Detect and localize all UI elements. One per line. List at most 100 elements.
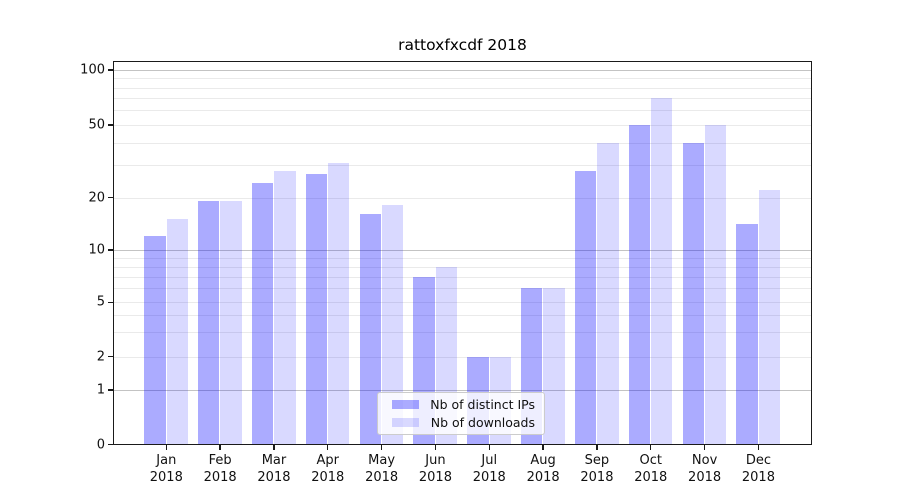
x-tick-label-line: 2018: [526, 470, 560, 485]
x-tick-label-line: 2018: [472, 470, 506, 485]
x-tick-label-mar: Mar 2018: [242, 452, 306, 486]
x-tick-label-line: 2018: [311, 470, 345, 485]
bar-sep-nb-of-distinct-ips: [574, 170, 597, 445]
x-tick-label-line: 2018: [580, 470, 614, 485]
x-tick-label-line: 2018: [203, 470, 237, 485]
y-tick-label-50: 50: [88, 117, 105, 133]
gridline-y-40: [114, 142, 811, 144]
bar-feb-nb-of-downloads: [220, 201, 242, 445]
y-tick-2: [108, 356, 113, 358]
x-tick-apr: [327, 444, 329, 450]
x-tick-oct: [650, 444, 652, 450]
y-tick-label-20: 20: [88, 190, 105, 206]
gridline-y-100: [114, 69, 811, 71]
x-tick-label-line: Jan: [156, 453, 177, 468]
x-tick-label-line: 2018: [257, 470, 291, 485]
y-tick-50: [108, 124, 113, 126]
gridline-y-7: [114, 276, 811, 278]
legend-entry-distinct-ips: Nb of distinct IPs: [387, 397, 535, 412]
x-tick-label-dec: Dec 2018: [726, 452, 790, 486]
x-tick-may: [380, 444, 383, 450]
bar-may-nb-of-distinct-ips: [359, 214, 381, 445]
x-tick-label-may: May 2018: [350, 452, 414, 486]
bar-mar-nb-of-distinct-ips: [251, 183, 274, 445]
x-tick-sep: [596, 444, 598, 450]
legend-swatch-distinct-ips-icon: [392, 399, 419, 410]
bar-dec-nb-of-downloads: [758, 189, 781, 445]
x-tick-label-line: May: [368, 453, 396, 468]
x-tick-label-oct: Oct 2018: [619, 452, 683, 486]
y-tick-0: [108, 443, 113, 446]
x-tick-label-aug: Aug 2018: [511, 452, 575, 486]
gridline-y-6: [114, 288, 811, 290]
x-tick-label-line: Mar: [261, 453, 287, 468]
chart-title: rattoxfxcdf 2018: [398, 36, 527, 54]
bar-nov-nb-of-downloads: [704, 124, 727, 445]
gridline-y-80: [114, 87, 811, 89]
gridline-y-70: [114, 98, 811, 100]
x-tick-label-line: Aug: [530, 453, 556, 468]
bar-dec-nb-of-distinct-ips: [736, 224, 758, 445]
x-tick-label-feb: Feb 2018: [188, 452, 252, 486]
x-tick-label-apr: Apr 2018: [296, 452, 360, 486]
x-tick-feb: [219, 444, 221, 450]
bar-aug-nb-of-downloads: [543, 288, 565, 445]
x-tick-label-line: 2018: [741, 470, 775, 485]
x-tick-label-sep: Sep 2018: [565, 452, 629, 486]
x-tick-nov: [703, 444, 706, 450]
y-tick-5: [108, 301, 113, 303]
gridline-y-8: [114, 266, 811, 268]
x-tick-label-line: Apr: [316, 453, 340, 468]
x-tick-label-line: 2018: [149, 470, 183, 485]
legend: Nb of distinct IPs Nb of downloads: [377, 392, 545, 435]
y-tick-label-100: 100: [80, 62, 105, 78]
x-tick-label-line: Feb: [208, 453, 232, 468]
y-tick-label-10: 10: [88, 242, 105, 258]
bar-nov-nb-of-distinct-ips: [682, 142, 704, 445]
bar-feb-nb-of-distinct-ips: [198, 201, 220, 445]
x-tick-label-line: Nov: [691, 453, 718, 468]
legend-label-downloads: Nb of downloads: [430, 415, 535, 430]
x-tick-label-line: Dec: [745, 453, 771, 468]
x-tick-label-line: Jun: [425, 453, 446, 468]
gridline-y-3: [114, 332, 811, 334]
x-tick-jun: [434, 444, 437, 450]
gridline-y-2: [114, 356, 811, 358]
gridline-y-4: [114, 315, 811, 317]
bar-may-nb-of-downloads: [381, 205, 404, 445]
x-tick-dec: [757, 444, 760, 450]
x-tick-label-line: Jul: [481, 453, 498, 468]
x-tick-label-jan: Jan 2018: [134, 452, 198, 486]
x-tick-label-jun: Jun 2018: [403, 452, 467, 486]
gridline-y-90: [114, 78, 811, 80]
x-tick-label-line: 2018: [365, 470, 399, 485]
x-tick-jan: [165, 444, 167, 450]
y-tick-1: [108, 389, 113, 391]
y-tick-100: [108, 69, 113, 71]
x-tick-jul: [488, 444, 490, 450]
x-tick-aug: [542, 444, 544, 450]
x-tick-label-line: 2018: [418, 470, 452, 485]
legend-swatch-downloads-icon: [392, 417, 419, 428]
gridline-y-5: [114, 302, 811, 304]
legend-label-distinct-ips: Nb of distinct IPs: [430, 397, 535, 412]
y-tick-10: [108, 249, 113, 251]
x-tick-label-jul: Jul 2018: [457, 452, 521, 486]
y-tick-20: [108, 197, 113, 199]
bar-apr-nb-of-downloads: [328, 162, 350, 445]
gridline-y-20: [114, 197, 811, 199]
bar-mar-nb-of-downloads: [274, 170, 296, 445]
y-tick-label-5: 5: [96, 294, 105, 310]
bar-sep-nb-of-downloads: [597, 142, 619, 445]
x-tick-label-line: 2018: [634, 470, 668, 485]
gridline-y-50: [114, 124, 811, 126]
x-tick-label-line: Sep: [584, 453, 610, 468]
gridline-y-30: [114, 165, 811, 167]
gridline-y-9: [114, 257, 811, 259]
bar-oct-nb-of-downloads: [651, 98, 673, 445]
y-tick-label-1: 1: [96, 382, 105, 398]
legend-entry-downloads: Nb of downloads: [387, 415, 535, 430]
gridline-y-10: [114, 249, 811, 251]
bar-jan-nb-of-distinct-ips: [144, 236, 166, 445]
